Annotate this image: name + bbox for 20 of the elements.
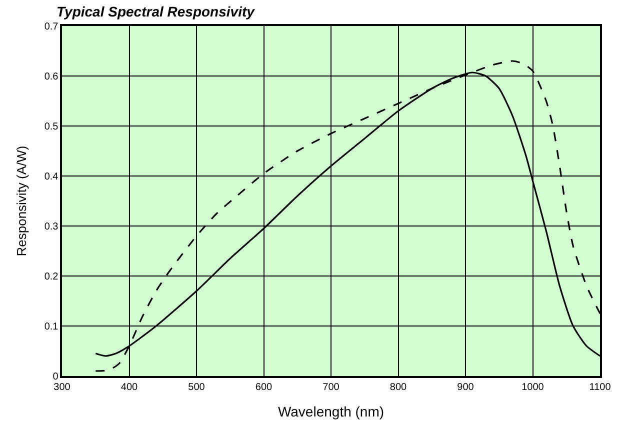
x-tick-label: 900 — [457, 382, 474, 393]
x-tick-label: 600 — [255, 382, 273, 393]
x-tick-label: 300 — [54, 382, 71, 393]
chart-title: Typical Spectral Responsivity — [56, 3, 256, 20]
x-tick-label: 1100 — [589, 382, 612, 393]
x-tick-label: 700 — [322, 382, 340, 393]
y-tick-label: 0.7 — [44, 22, 59, 32]
y-tick-label: 0.6 — [44, 72, 59, 82]
x-tick-label: 800 — [390, 382, 408, 393]
y-tick-label: 0.2 — [44, 272, 59, 282]
x-tick-label: 1000 — [522, 382, 544, 393]
y-tick-label: 0.5 — [44, 122, 59, 132]
y-axis-title: Responsivity (A/W) — [14, 146, 29, 256]
y-tick-label: 0 — [52, 372, 59, 382]
y-tick-label: 0.4 — [44, 172, 59, 182]
x-tick-label: 500 — [188, 382, 206, 393]
y-tick-label: 0.1 — [44, 322, 59, 332]
y-tick-label: 0.3 — [44, 222, 59, 232]
x-axis-title: Wavelength (nm) — [278, 404, 384, 420]
x-tick-label: 400 — [120, 382, 138, 393]
